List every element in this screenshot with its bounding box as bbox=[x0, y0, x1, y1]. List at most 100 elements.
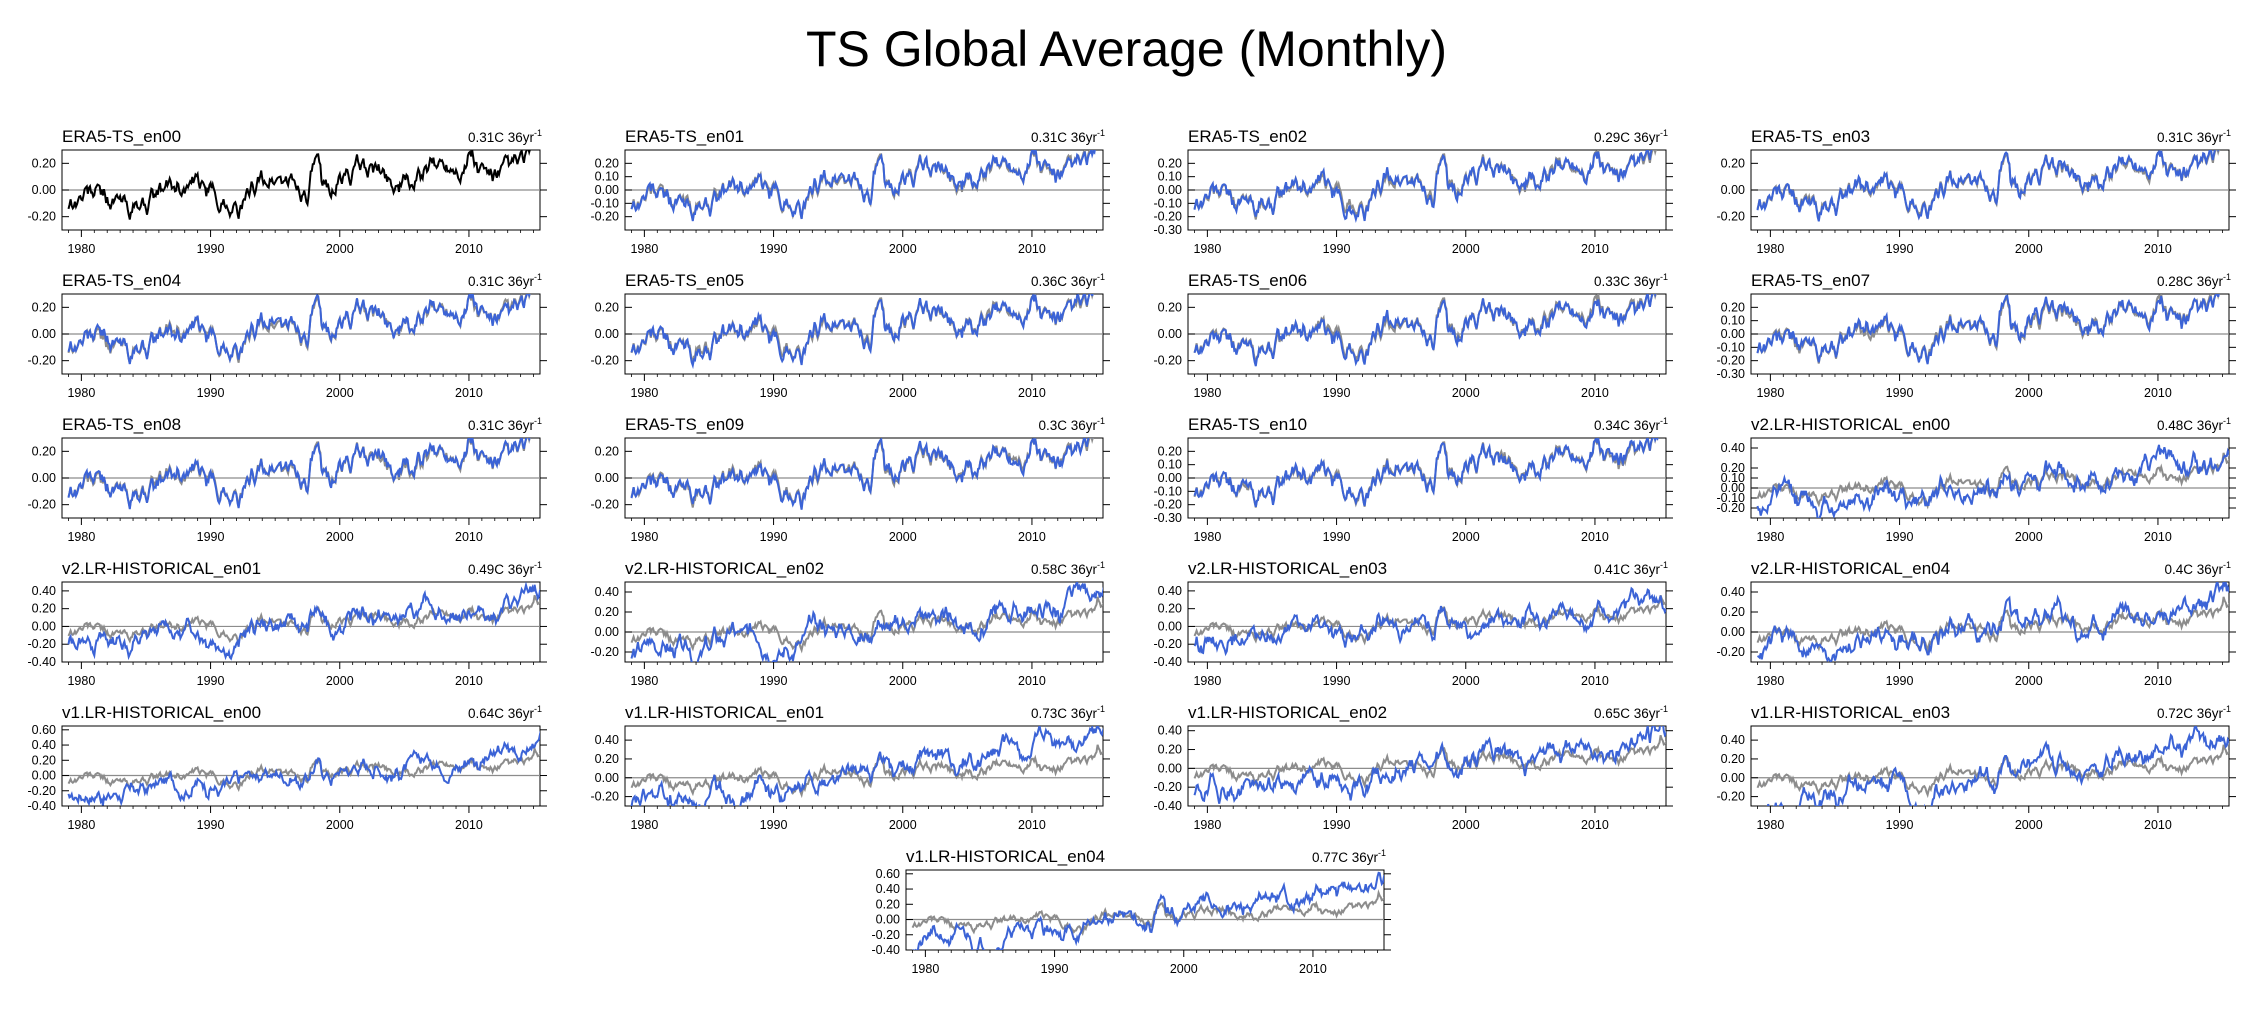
y-tick-label: -0.20 bbox=[28, 354, 57, 368]
x-tick-label: 2000 bbox=[1452, 386, 1480, 400]
x-tick-label: 2000 bbox=[2015, 674, 2043, 688]
y-tick-label: 0.20 bbox=[32, 602, 56, 616]
x-tick-label: 2000 bbox=[889, 674, 917, 688]
trend-label: 0.36C 36yr bbox=[1031, 274, 1098, 289]
y-tick-label: 0.10 bbox=[1158, 170, 1182, 184]
y-tick-label: -0.20 bbox=[591, 354, 620, 368]
reference-series-line bbox=[1756, 452, 2229, 510]
x-tick-label: 1980 bbox=[1193, 386, 1221, 400]
trend-label: 0.73C 36yr bbox=[1031, 706, 1098, 721]
y-tick-label: -0.20 bbox=[591, 790, 620, 804]
y-tick-label: 0.40 bbox=[1158, 724, 1182, 738]
y-tick-label: -0.30 bbox=[1154, 511, 1183, 525]
x-tick-label: 1980 bbox=[1193, 242, 1221, 256]
trend-exponent: -1 bbox=[1660, 416, 1668, 426]
trend-exponent: -1 bbox=[1097, 272, 1105, 282]
y-tick-label: 0.20 bbox=[1158, 156, 1182, 170]
x-tick-label: 1990 bbox=[1886, 818, 1914, 832]
y-tick-label: 0.60 bbox=[876, 867, 900, 881]
y-tick-label: 0.20 bbox=[595, 300, 619, 314]
trend-exponent: -1 bbox=[2223, 128, 2231, 138]
series-line bbox=[1193, 150, 1653, 223]
trend-label: 0.34C 36yr bbox=[1594, 418, 1661, 433]
y-tick-label: 0.20 bbox=[1158, 602, 1182, 616]
x-tick-label: 2000 bbox=[326, 530, 354, 544]
series-line bbox=[630, 726, 1103, 806]
trend-exponent: -1 bbox=[1097, 128, 1105, 138]
x-tick-label: 2000 bbox=[1452, 530, 1480, 544]
y-tick-label: 0.20 bbox=[595, 605, 619, 619]
panel-ERA5-TS_en09: -0.20 0.00 0.20 1980 1990 2000 2010 ERA5-TS_en0… bbox=[591, 415, 1110, 544]
series-line bbox=[1193, 294, 1657, 367]
y-tick-label: -0.20 bbox=[1154, 498, 1183, 512]
x-tick-label: 2000 bbox=[889, 386, 917, 400]
x-tick-label: 2000 bbox=[889, 242, 917, 256]
panel-ERA5-TS_en10: -0.30-0.20-0.100.000.100.20 1980 1990 2000 2… bbox=[1154, 415, 1673, 544]
y-tick-label: 0.20 bbox=[595, 752, 619, 766]
y-tick-label: -0.20 bbox=[1154, 210, 1183, 224]
trend-label: 0.4C 36yr bbox=[2164, 562, 2223, 577]
y-tick-label: 0.20 bbox=[595, 156, 619, 170]
series-line bbox=[1756, 444, 2229, 518]
y-tick-label: -0.40 bbox=[1154, 799, 1183, 813]
y-tick-label: 0.40 bbox=[1721, 733, 1745, 747]
y-tick-label: -0.40 bbox=[872, 943, 901, 957]
y-tick-label: 0.40 bbox=[595, 585, 619, 599]
series-line bbox=[1756, 150, 2222, 222]
trend-label: 0.31C 36yr bbox=[468, 274, 535, 289]
x-tick-label: 1980 bbox=[67, 818, 95, 832]
panel-v2.LR-HISTORICAL_en02: -0.20 0.00 0.20 0.40 1980 1990 2000 2010 v2.LR-H… bbox=[591, 559, 1110, 688]
x-tick-label: 1980 bbox=[630, 674, 658, 688]
panel-title: ERA5-TS_en01 bbox=[625, 127, 744, 146]
x-tick-label: 2010 bbox=[455, 818, 483, 832]
trend-label: 0.49C 36yr bbox=[468, 562, 535, 577]
x-tick-label: 1990 bbox=[1041, 962, 1069, 976]
panel-title: v2.LR-HISTORICAL_en02 bbox=[625, 559, 824, 578]
x-tick-label: 1990 bbox=[197, 530, 225, 544]
x-tick-label: 2010 bbox=[1581, 530, 1609, 544]
panel-title: v2.LR-HISTORICAL_en04 bbox=[1751, 559, 1950, 578]
panel-ERA5-TS_en08: -0.20 0.00 0.20 1980 1990 2000 2010 ERA5-TS_en0… bbox=[28, 415, 547, 544]
y-tick-label: 0.10 bbox=[1721, 314, 1745, 328]
panel-title: v1.LR-HISTORICAL_en02 bbox=[1188, 703, 1387, 722]
panel-frame bbox=[61, 581, 541, 663]
y-tick-label: 0.20 bbox=[595, 444, 619, 458]
x-tick-label: 2010 bbox=[1581, 386, 1609, 400]
panel-title: ERA5-TS_en02 bbox=[1188, 127, 1307, 146]
trend-exponent: -1 bbox=[534, 128, 542, 138]
panel-title: ERA5-TS_en00 bbox=[62, 127, 181, 146]
x-tick-label: 1980 bbox=[1756, 674, 1784, 688]
x-tick-label: 2010 bbox=[2144, 818, 2172, 832]
x-tick-label: 1990 bbox=[1323, 674, 1351, 688]
y-tick-label: 0.20 bbox=[1721, 461, 1745, 475]
trend-exponent: -1 bbox=[1097, 416, 1105, 426]
trend-label: 0.3C 36yr bbox=[1038, 418, 1097, 433]
panel-title: ERA5-TS_en06 bbox=[1188, 271, 1307, 290]
y-tick-label: -0.20 bbox=[28, 637, 57, 651]
reference-series-line bbox=[1193, 735, 1666, 789]
x-tick-label: 2000 bbox=[326, 818, 354, 832]
y-tick-label: -0.20 bbox=[1154, 637, 1183, 651]
x-tick-label: 2010 bbox=[455, 530, 483, 544]
y-tick-label: 0.00 bbox=[32, 471, 56, 485]
trend-label: 0.31C 36yr bbox=[468, 418, 535, 433]
x-tick-label: 1990 bbox=[1323, 818, 1351, 832]
y-tick-label: 0.00 bbox=[1158, 471, 1182, 485]
y-tick-label: 0.40 bbox=[1721, 441, 1745, 455]
panel-title: v2.LR-HISTORICAL_en03 bbox=[1188, 559, 1387, 578]
y-tick-label: -0.10 bbox=[1717, 340, 1746, 354]
trend-exponent: -1 bbox=[1660, 128, 1668, 138]
x-tick-label: 2010 bbox=[455, 674, 483, 688]
y-tick-label: 0.00 bbox=[1721, 625, 1745, 639]
y-tick-label: 0.00 bbox=[595, 625, 619, 639]
y-tick-label: 0.00 bbox=[595, 771, 619, 785]
x-tick-label: 2010 bbox=[1581, 674, 1609, 688]
panel-v2.LR-HISTORICAL_en00: -0.20-0.100.000.100.20 0.40 1980 1990 2000 20… bbox=[1717, 415, 2236, 544]
x-tick-label: 1980 bbox=[67, 242, 95, 256]
panel-ERA5-TS_en05: -0.20 0.00 0.20 1980 1990 2000 2010 ERA5-TS_en0… bbox=[591, 271, 1110, 400]
y-tick-label: -0.20 bbox=[28, 210, 57, 224]
trend-label: 0.28C 36yr bbox=[2157, 274, 2224, 289]
y-tick-label: 0.20 bbox=[876, 897, 900, 911]
y-tick-label: -0.20 bbox=[28, 498, 57, 512]
